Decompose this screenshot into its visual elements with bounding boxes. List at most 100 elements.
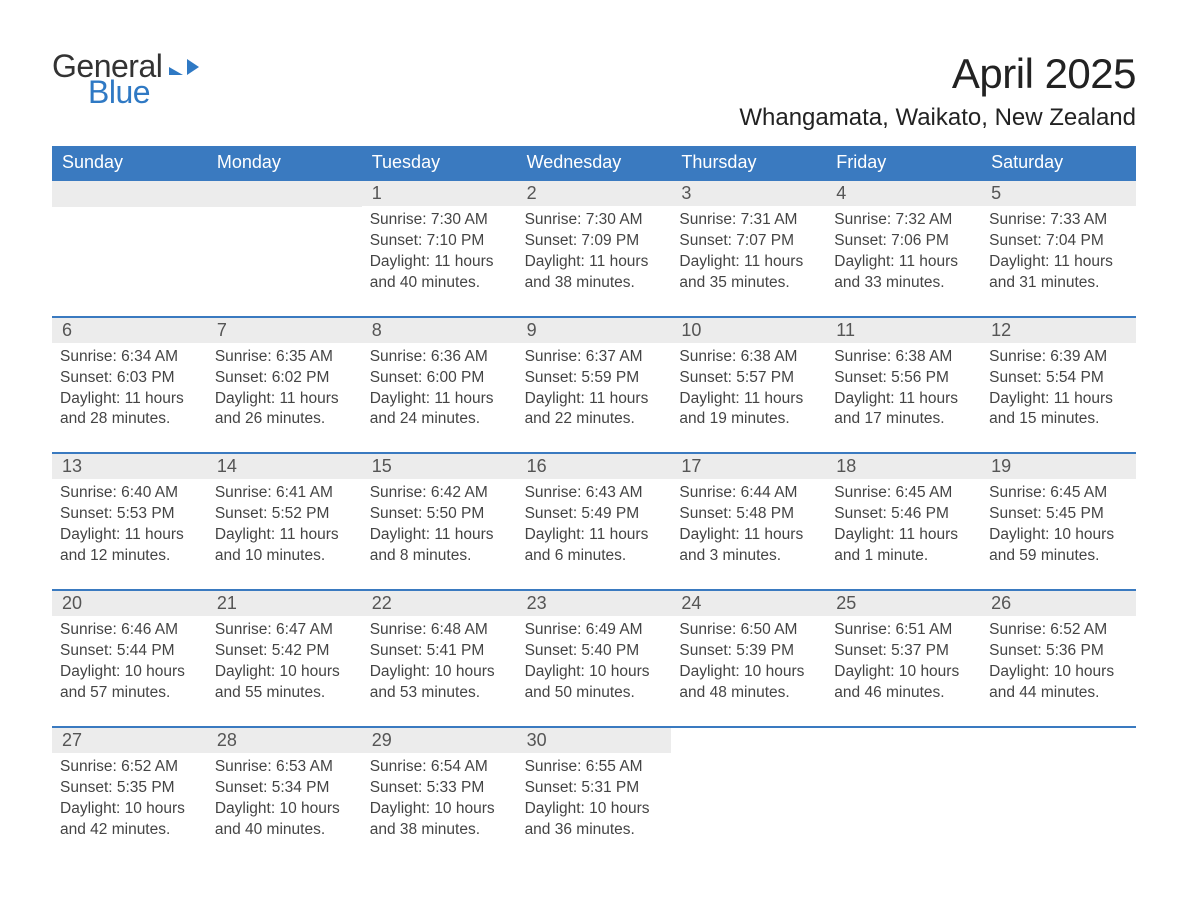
- sunrise-line: Sunrise: 6:55 AM: [525, 757, 664, 778]
- day-info: Sunrise: 6:42 AMSunset: 5:50 PMDaylight:…: [370, 483, 509, 567]
- sunrise-line: Sunrise: 6:46 AM: [60, 620, 199, 641]
- daylight-line: Daylight: 11 hours and 28 minutes.: [60, 389, 199, 431]
- sunrise-line: Sunrise: 7:32 AM: [834, 210, 973, 231]
- sunset-line: Sunset: 6:00 PM: [370, 368, 509, 389]
- dow-cell: Thursday: [671, 146, 826, 181]
- daylight-line: Daylight: 10 hours and 50 minutes.: [525, 662, 664, 704]
- dow-cell: Saturday: [981, 146, 1136, 181]
- calendar-day: 13Sunrise: 6:40 AMSunset: 5:53 PMDayligh…: [52, 454, 207, 589]
- sunset-line: Sunset: 7:09 PM: [525, 231, 664, 252]
- day-number: 11: [826, 318, 981, 343]
- day-number: 2: [517, 181, 672, 206]
- day-number: 7: [207, 318, 362, 343]
- month-year-title: April 2025: [739, 50, 1136, 98]
- sunrise-line: Sunrise: 7:30 AM: [370, 210, 509, 231]
- sunrise-line: Sunrise: 6:38 AM: [679, 347, 818, 368]
- sunset-line: Sunset: 5:41 PM: [370, 641, 509, 662]
- calendar-day: 20Sunrise: 6:46 AMSunset: 5:44 PMDayligh…: [52, 591, 207, 726]
- calendar-day: 6 Sunrise: 6:34 AMSunset: 6:03 PMDaylight…: [52, 318, 207, 453]
- sunset-line: Sunset: 5:36 PM: [989, 641, 1128, 662]
- day-info: Sunrise: 6:53 AMSunset: 5:34 PMDaylight:…: [215, 757, 354, 841]
- daylight-line: Daylight: 11 hours and 26 minutes.: [215, 389, 354, 431]
- calendar-day: 9Sunrise: 6:37 AMSunset: 5:59 PMDaylight…: [517, 318, 672, 453]
- sunrise-line: Sunrise: 6:45 AM: [834, 483, 973, 504]
- sunset-line: Sunset: 7:07 PM: [679, 231, 818, 252]
- day-info: Sunrise: 6:34 AMSunset: 6:03 PMDaylight:…: [60, 347, 199, 431]
- sunset-line: Sunset: 5:44 PM: [60, 641, 199, 662]
- sunrise-line: Sunrise: 6:41 AM: [215, 483, 354, 504]
- day-info: Sunrise: 6:52 AMSunset: 5:35 PMDaylight:…: [60, 757, 199, 841]
- day-number: 21: [207, 591, 362, 616]
- daylight-line: Daylight: 10 hours and 46 minutes.: [834, 662, 973, 704]
- dow-cell: Tuesday: [362, 146, 517, 181]
- calendar-day: [207, 181, 362, 316]
- calendar-week: 13Sunrise: 6:40 AMSunset: 5:53 PMDayligh…: [52, 452, 1136, 589]
- day-number: 19: [981, 454, 1136, 479]
- day-info: Sunrise: 6:51 AMSunset: 5:37 PMDaylight:…: [834, 620, 973, 704]
- calendar-day: 18Sunrise: 6:45 AMSunset: 5:46 PMDayligh…: [826, 454, 981, 589]
- calendar-day: 1Sunrise: 7:30 AMSunset: 7:10 PMDaylight…: [362, 181, 517, 316]
- day-info: Sunrise: 6:52 AMSunset: 5:36 PMDaylight:…: [989, 620, 1128, 704]
- calendar-day: 23Sunrise: 6:49 AMSunset: 5:40 PMDayligh…: [517, 591, 672, 726]
- title-block: April 2025 Whangamata, Waikato, New Zeal…: [739, 50, 1136, 132]
- day-number: 24: [671, 591, 826, 616]
- logo-word-blue: Blue: [88, 76, 150, 108]
- day-info: Sunrise: 6:41 AMSunset: 5:52 PMDaylight:…: [215, 483, 354, 567]
- day-number: 12: [981, 318, 1136, 343]
- day-number: 26: [981, 591, 1136, 616]
- calendar-day: 3Sunrise: 7:31 AMSunset: 7:07 PMDaylight…: [671, 181, 826, 316]
- calendar-day: 11Sunrise: 6:38 AMSunset: 5:56 PMDayligh…: [826, 318, 981, 453]
- daylight-line: Daylight: 10 hours and 36 minutes.: [525, 799, 664, 841]
- logo-flag-icon: [169, 55, 199, 81]
- day-number: 6: [52, 318, 207, 343]
- day-info: Sunrise: 6:49 AMSunset: 5:40 PMDaylight:…: [525, 620, 664, 704]
- calendar-week: 1Sunrise: 7:30 AMSunset: 7:10 PMDaylight…: [52, 181, 1136, 316]
- day-number: 5: [981, 181, 1136, 206]
- day-info: Sunrise: 6:55 AMSunset: 5:31 PMDaylight:…: [525, 757, 664, 841]
- day-number: 29: [362, 728, 517, 753]
- calendar-day: 8 Sunrise: 6:36 AMSunset: 6:00 PMDaylight…: [362, 318, 517, 453]
- day-number: 8: [362, 318, 517, 343]
- sunrise-line: Sunrise: 6:52 AM: [989, 620, 1128, 641]
- daylight-line: Daylight: 11 hours and 19 minutes.: [679, 389, 818, 431]
- sunset-line: Sunset: 5:52 PM: [215, 504, 354, 525]
- sunset-line: Sunset: 5:54 PM: [989, 368, 1128, 389]
- day-info: Sunrise: 6:46 AMSunset: 5:44 PMDaylight:…: [60, 620, 199, 704]
- sunrise-line: Sunrise: 7:31 AM: [679, 210, 818, 231]
- dow-cell: Friday: [826, 146, 981, 181]
- calendar-day: 19 Sunrise: 6:45 AMSunset: 5:45 PMDayligh…: [981, 454, 1136, 589]
- day-info: Sunrise: 6:45 AMSunset: 5:45 PMDaylight:…: [989, 483, 1128, 567]
- sunrise-line: Sunrise: 6:42 AM: [370, 483, 509, 504]
- daylight-line: Daylight: 10 hours and 53 minutes.: [370, 662, 509, 704]
- day-info: Sunrise: 6:40 AMSunset: 5:53 PMDaylight:…: [60, 483, 199, 567]
- dow-cell: Sunday: [52, 146, 207, 181]
- sunset-line: Sunset: 7:04 PM: [989, 231, 1128, 252]
- calendar-day: 25 Sunrise: 6:51 AMSunset: 5:37 PMDayligh…: [826, 591, 981, 726]
- calendar-day: 29 Sunrise: 6:54 AMSunset: 5:33 PMDayligh…: [362, 728, 517, 863]
- daylight-line: Daylight: 11 hours and 1 minute.: [834, 525, 973, 567]
- day-number: 22: [362, 591, 517, 616]
- calendar-day: 17Sunrise: 6:44 AMSunset: 5:48 PMDayligh…: [671, 454, 826, 589]
- sunset-line: Sunset: 6:03 PM: [60, 368, 199, 389]
- sunset-line: Sunset: 5:56 PM: [834, 368, 973, 389]
- sunset-line: Sunset: 5:39 PM: [679, 641, 818, 662]
- sunset-line: Sunset: 5:31 PM: [525, 778, 664, 799]
- logo: General Blue: [52, 50, 199, 108]
- sunrise-line: Sunrise: 6:48 AM: [370, 620, 509, 641]
- sunset-line: Sunset: 5:35 PM: [60, 778, 199, 799]
- location-subtitle: Whangamata, Waikato, New Zealand: [739, 104, 1136, 132]
- day-number: 25: [826, 591, 981, 616]
- sunset-line: Sunset: 5:40 PM: [525, 641, 664, 662]
- calendar-day: 2Sunrise: 7:30 AMSunset: 7:09 PMDaylight…: [517, 181, 672, 316]
- day-of-week-header: SundayMondayTuesdayWednesdayThursdayFrid…: [52, 146, 1136, 181]
- day-number: 30: [517, 728, 672, 753]
- sunrise-line: Sunrise: 6:37 AM: [525, 347, 664, 368]
- day-info: Sunrise: 6:43 AMSunset: 5:49 PMDaylight:…: [525, 483, 664, 567]
- dow-cell: Wednesday: [517, 146, 672, 181]
- calendar-day: [671, 728, 826, 863]
- day-info: Sunrise: 6:36 AMSunset: 6:00 PMDaylight:…: [370, 347, 509, 431]
- day-info: Sunrise: 6:54 AMSunset: 5:33 PMDaylight:…: [370, 757, 509, 841]
- calendar-day: 7Sunrise: 6:35 AMSunset: 6:02 PMDaylight…: [207, 318, 362, 453]
- daylight-line: Daylight: 11 hours and 10 minutes.: [215, 525, 354, 567]
- day-info: Sunrise: 6:48 AMSunset: 5:41 PMDaylight:…: [370, 620, 509, 704]
